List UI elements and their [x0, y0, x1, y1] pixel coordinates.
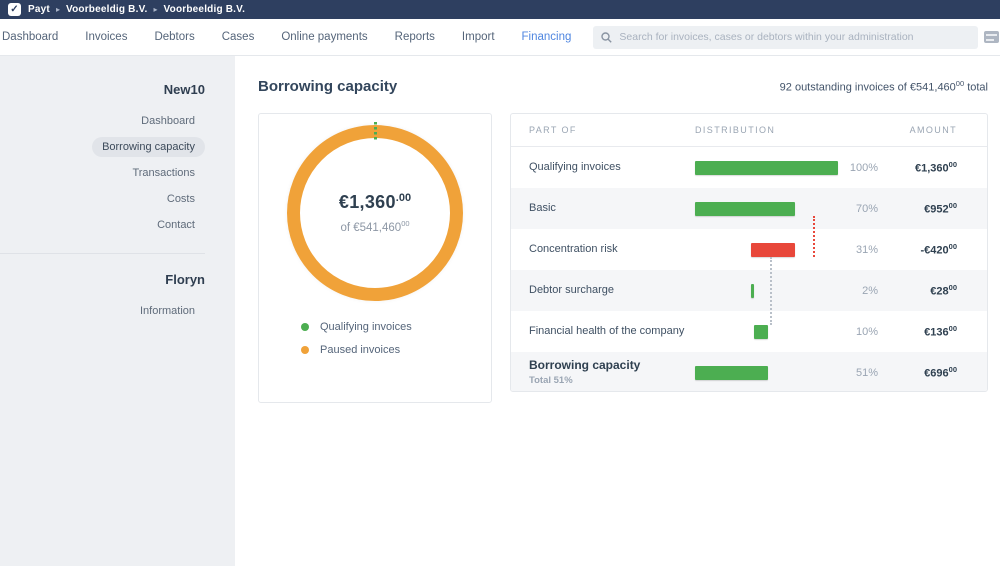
- distribution-bar-track: [695, 161, 838, 175]
- column-part-of: PART OF: [511, 125, 695, 135]
- row-amount: -€42000: [878, 242, 987, 257]
- column-distribution: DISTRIBUTION: [695, 125, 838, 135]
- row-sublabel: Total 51%: [529, 375, 695, 387]
- breadcrumb-separator-icon: ▸: [154, 5, 158, 14]
- legend-dot-icon: [301, 323, 309, 331]
- donut-center-total: of €541,46000: [340, 219, 409, 234]
- donut-chart: €1,360.00 of €541,46000: [287, 125, 463, 301]
- table-row-debtor-surcharge: Debtor surcharge 2%€2800: [511, 270, 987, 311]
- breadcrumb-separator-icon: ▸: [56, 5, 60, 14]
- distribution-bar: [695, 202, 795, 216]
- search-input[interactable]: [619, 31, 970, 43]
- sidebar-item-borrowing-capacity[interactable]: Borrowing capacity: [92, 137, 205, 157]
- legend-item-paused-invoices: Paused invoices: [301, 344, 491, 356]
- sidebar-section-new10: Dashboard Borrowing capacity Transactions C…: [0, 111, 205, 235]
- sidebar-item-information[interactable]: Information: [130, 301, 205, 321]
- table-row-financial-health-of-the-company: Financial health of the company 10%€13600: [511, 311, 987, 352]
- row-percent: 51%: [838, 367, 878, 379]
- sidebar-item-contact[interactable]: Contact: [147, 215, 205, 235]
- nav-item-financing[interactable]: Financing: [522, 31, 572, 43]
- nav-item-import[interactable]: Import: [462, 31, 495, 43]
- row-percent: 100%: [838, 162, 878, 174]
- main-content: Borrowing capacity 92 outstanding invoic…: [235, 56, 1000, 566]
- row-label: Debtor surcharge: [511, 284, 695, 298]
- nav-items: Dashboard Invoices Debtors Cases Online paym…: [2, 31, 571, 43]
- waterfall-connector: [813, 216, 815, 257]
- row-amount: €69600: [878, 365, 987, 380]
- sidebar-divider: [0, 253, 205, 254]
- distribution-bar: [751, 284, 754, 298]
- distribution-bar-track: [695, 284, 838, 298]
- distribution-bar: [695, 161, 838, 175]
- donut-card: €1,360.00 of €541,46000 Qualifying invoi…: [258, 113, 492, 403]
- row-amount: €1,36000: [878, 160, 987, 175]
- distribution-bar-track: [695, 325, 838, 339]
- sidebar: New10 Dashboard Borrowing capacity Transact…: [0, 56, 235, 566]
- nav-item-dashboard[interactable]: Dashboard: [2, 31, 58, 43]
- distribution-bar-track: [695, 202, 838, 216]
- nav-item-debtors[interactable]: Debtors: [154, 31, 194, 43]
- distribution-bar-track: [695, 366, 838, 380]
- search-icon: [601, 32, 612, 43]
- breadcrumb-item-voorbeeldig-b-v-[interactable]: Voorbeeldig B.V.: [66, 4, 148, 15]
- nav-item-reports[interactable]: Reports: [395, 31, 435, 43]
- outstanding-summary: 92 outstanding invoices of €541,46000 to…: [780, 79, 988, 94]
- nav-item-cases[interactable]: Cases: [222, 31, 255, 43]
- legend-item-qualifying-invoices: Qualifying invoices: [301, 321, 491, 333]
- distribution-bar: [751, 243, 795, 257]
- sidebar-item-costs[interactable]: Costs: [157, 189, 205, 209]
- row-amount: €95200: [878, 201, 987, 216]
- sidebar-item-transactions[interactable]: Transactions: [122, 163, 205, 183]
- sidebar-header-floryn: Floryn: [0, 272, 205, 287]
- row-percent: 10%: [838, 326, 878, 338]
- table-row-borrowing-capacity: Borrowing capacityTotal 51% 51%€69600: [511, 352, 987, 392]
- distribution-table-card: PART OF DISTRIBUTION AMOUNT Qualifying i…: [510, 113, 988, 392]
- row-label: Concentration risk: [511, 243, 695, 257]
- distribution-bar: [754, 325, 768, 339]
- row-label: Financial health of the company: [511, 325, 695, 339]
- row-label: Qualifying invoices: [511, 161, 695, 175]
- table-header: PART OF DISTRIBUTION AMOUNT: [511, 114, 987, 147]
- distribution-bar: [695, 366, 768, 380]
- row-percent: 31%: [838, 244, 878, 256]
- legend-label: Qualifying invoices: [320, 321, 412, 333]
- donut-center-amount: €1,360.00: [339, 192, 411, 213]
- breadcrumb-item-voorbeeldig-b-v-[interactable]: Voorbeeldig B.V.: [164, 4, 246, 15]
- breadcrumb: Payt ▸ Voorbeeldig B.V. ▸ Voorbeeldig B.V.: [28, 4, 245, 15]
- row-amount: €13600: [878, 324, 987, 339]
- row-label: Borrowing capacityTotal 51%: [511, 358, 695, 387]
- payt-check-logo-icon[interactable]: ✓: [8, 3, 21, 16]
- legend-dot-icon: [301, 346, 309, 354]
- sidebar-section-floryn: Information: [0, 301, 205, 321]
- row-percent: 70%: [838, 203, 878, 215]
- search-box[interactable]: [593, 26, 978, 49]
- page-title: Borrowing capacity: [258, 78, 397, 95]
- row-percent: 2%: [838, 285, 878, 297]
- legend-label: Paused invoices: [320, 344, 400, 356]
- keyboard-icon[interactable]: [984, 31, 999, 43]
- table-row-concentration-risk: Concentration risk 31%-€42000: [511, 229, 987, 270]
- distribution-bar-track: [695, 243, 838, 257]
- table-row-qualifying-invoices: Qualifying invoices 100%€1,36000: [511, 147, 987, 188]
- nav-item-online-payments[interactable]: Online payments: [281, 31, 367, 43]
- row-label: Basic: [511, 202, 695, 216]
- nav-item-invoices[interactable]: Invoices: [85, 31, 127, 43]
- waterfall-connector: [770, 257, 772, 325]
- row-amount: €2800: [878, 283, 987, 298]
- sidebar-header-new10: New10: [0, 82, 205, 97]
- sidebar-item-dashboard[interactable]: Dashboard: [131, 111, 205, 131]
- column-amount: AMOUNT: [838, 125, 987, 135]
- donut-legend: Qualifying invoices Paused invoices: [301, 321, 491, 356]
- main-nav: Dashboard Invoices Debtors Cases Online paym…: [0, 19, 1000, 56]
- topbar: ✓ Payt ▸ Voorbeeldig B.V. ▸ Voorbeeldig B.V.: [0, 0, 1000, 19]
- breadcrumb-item-payt[interactable]: Payt: [28, 4, 50, 15]
- table-row-basic: Basic 70%€95200: [511, 188, 987, 229]
